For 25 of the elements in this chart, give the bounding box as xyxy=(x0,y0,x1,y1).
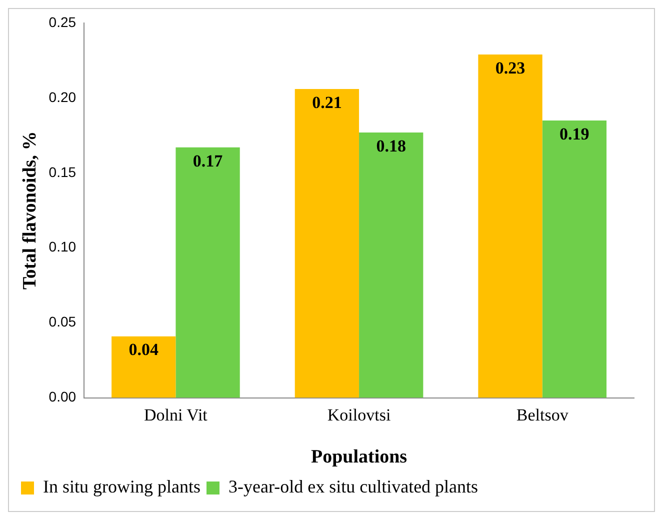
y-tick-label: 0.10 xyxy=(48,238,76,255)
data-label: 0.18 xyxy=(376,136,406,156)
bar xyxy=(542,120,607,398)
data-label: 0.17 xyxy=(192,151,224,170)
y-tick-label: 0.05 xyxy=(48,314,76,330)
bar xyxy=(112,336,176,398)
x-tick-label: Koilovtsi xyxy=(327,405,391,424)
data-label: 0.21 xyxy=(312,92,342,112)
bar xyxy=(478,54,542,398)
bar xyxy=(359,132,424,398)
y-tick-label: 0.15 xyxy=(48,164,76,180)
x-tick-label: Dolni Vit xyxy=(144,405,208,424)
y-tick-label: 0.25 xyxy=(48,14,76,30)
bar xyxy=(176,147,240,398)
y-tick-label: 0.00 xyxy=(48,388,76,405)
data-label: 0.04 xyxy=(128,340,159,360)
x-axis-title: Populations xyxy=(310,446,408,468)
y-axis-title: Total flavonoids, % xyxy=(19,131,40,290)
legend-label: 3-year-old ex situ cultivated plants xyxy=(228,476,478,497)
legend-label: In situ growing plants xyxy=(43,476,200,497)
data-label: 0.19 xyxy=(560,124,590,144)
y-tick-label: 0.20 xyxy=(48,88,76,105)
x-tick-label: Beltsov xyxy=(516,405,569,424)
bar xyxy=(294,88,360,398)
data-label: 0.23 xyxy=(495,58,526,78)
